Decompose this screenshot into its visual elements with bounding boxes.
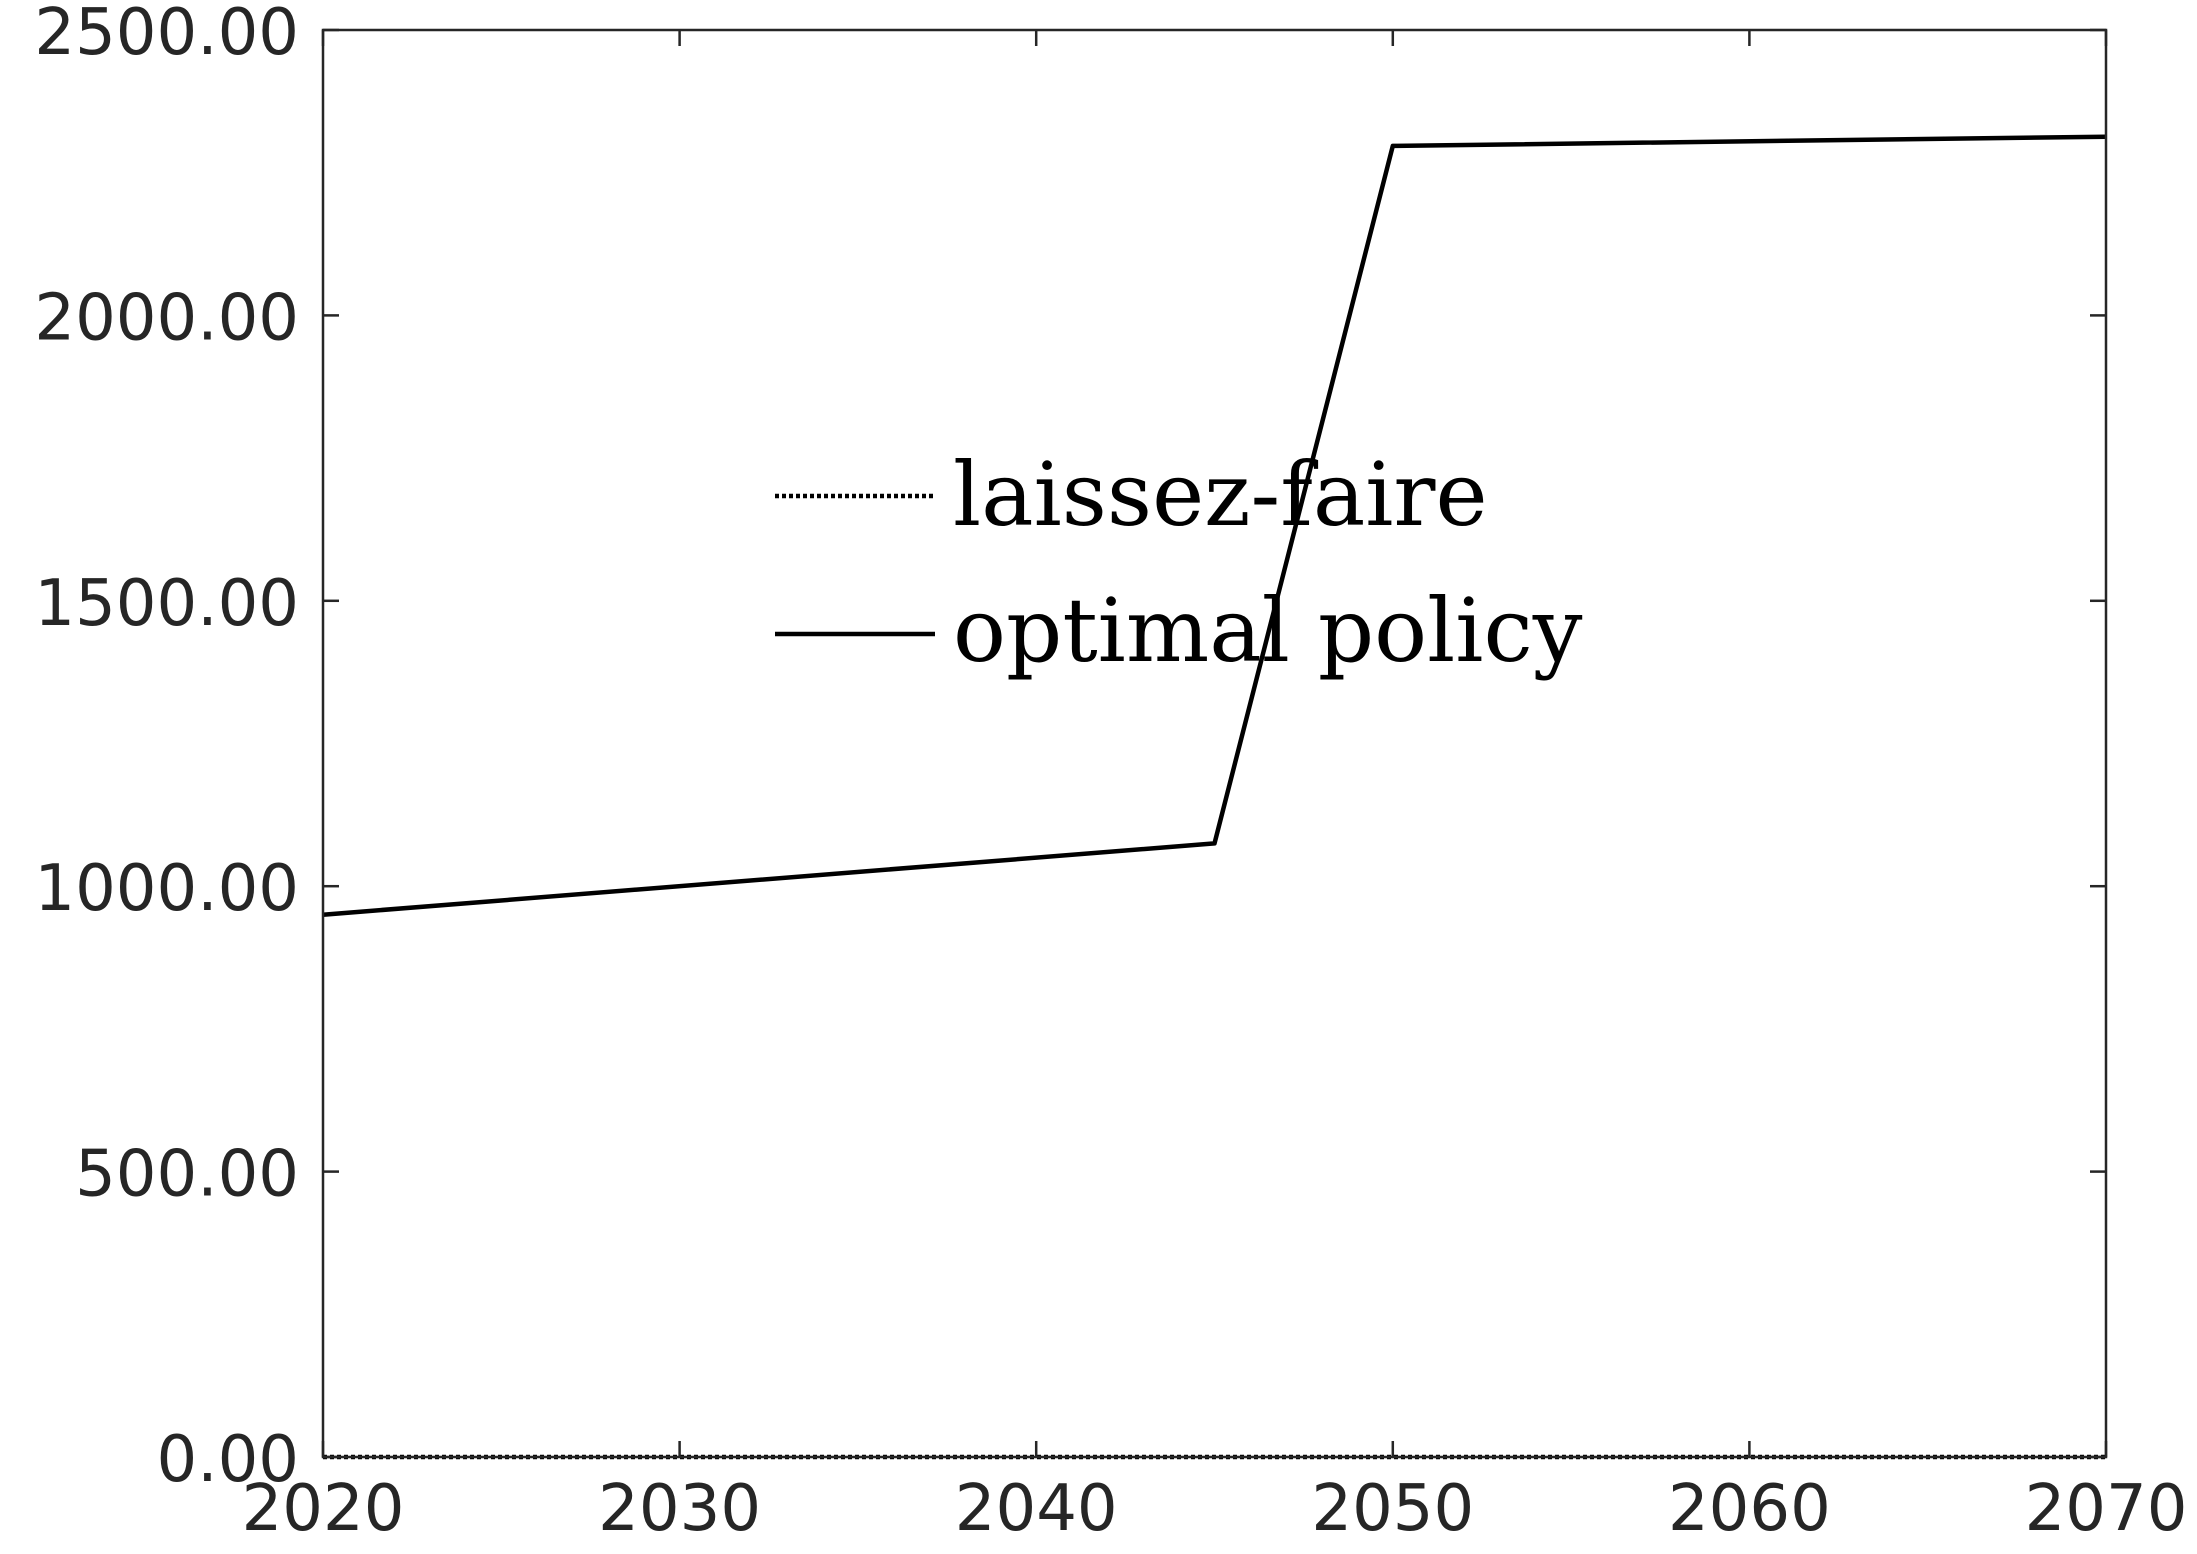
series-line-optimal-policy xyxy=(322,134,2107,917)
x-tick-label: 2050 xyxy=(1311,1472,1474,1546)
plot-frame xyxy=(321,28,2108,1459)
legend: laissez-faire optimal policy xyxy=(775,443,1583,682)
ticks-layer: 2020 2030 2040 2050 2060 2070 0.00 500.00 1000.0… xyxy=(34,0,2187,1546)
y-tick-label: 500.00 xyxy=(75,1138,299,1212)
x-tick-label: 2020 xyxy=(242,1472,405,1546)
x-tick-label: 2040 xyxy=(955,1472,1118,1546)
x-tick-label: 2070 xyxy=(2025,1472,2188,1546)
y-tick-label: 2500.00 xyxy=(34,0,299,70)
legend-label: optimal policy xyxy=(953,579,1583,682)
y-tick-label: 2000.00 xyxy=(34,281,299,355)
x-tick-label: 2060 xyxy=(1668,1472,1831,1546)
x-tick-label: 2030 xyxy=(598,1472,761,1546)
legend-label: laissez-faire xyxy=(953,443,1488,546)
y-tick-label: 1500.00 xyxy=(34,567,299,641)
y-tick-label: 1000.00 xyxy=(34,852,299,926)
y-tick-label: 0.00 xyxy=(157,1423,300,1497)
